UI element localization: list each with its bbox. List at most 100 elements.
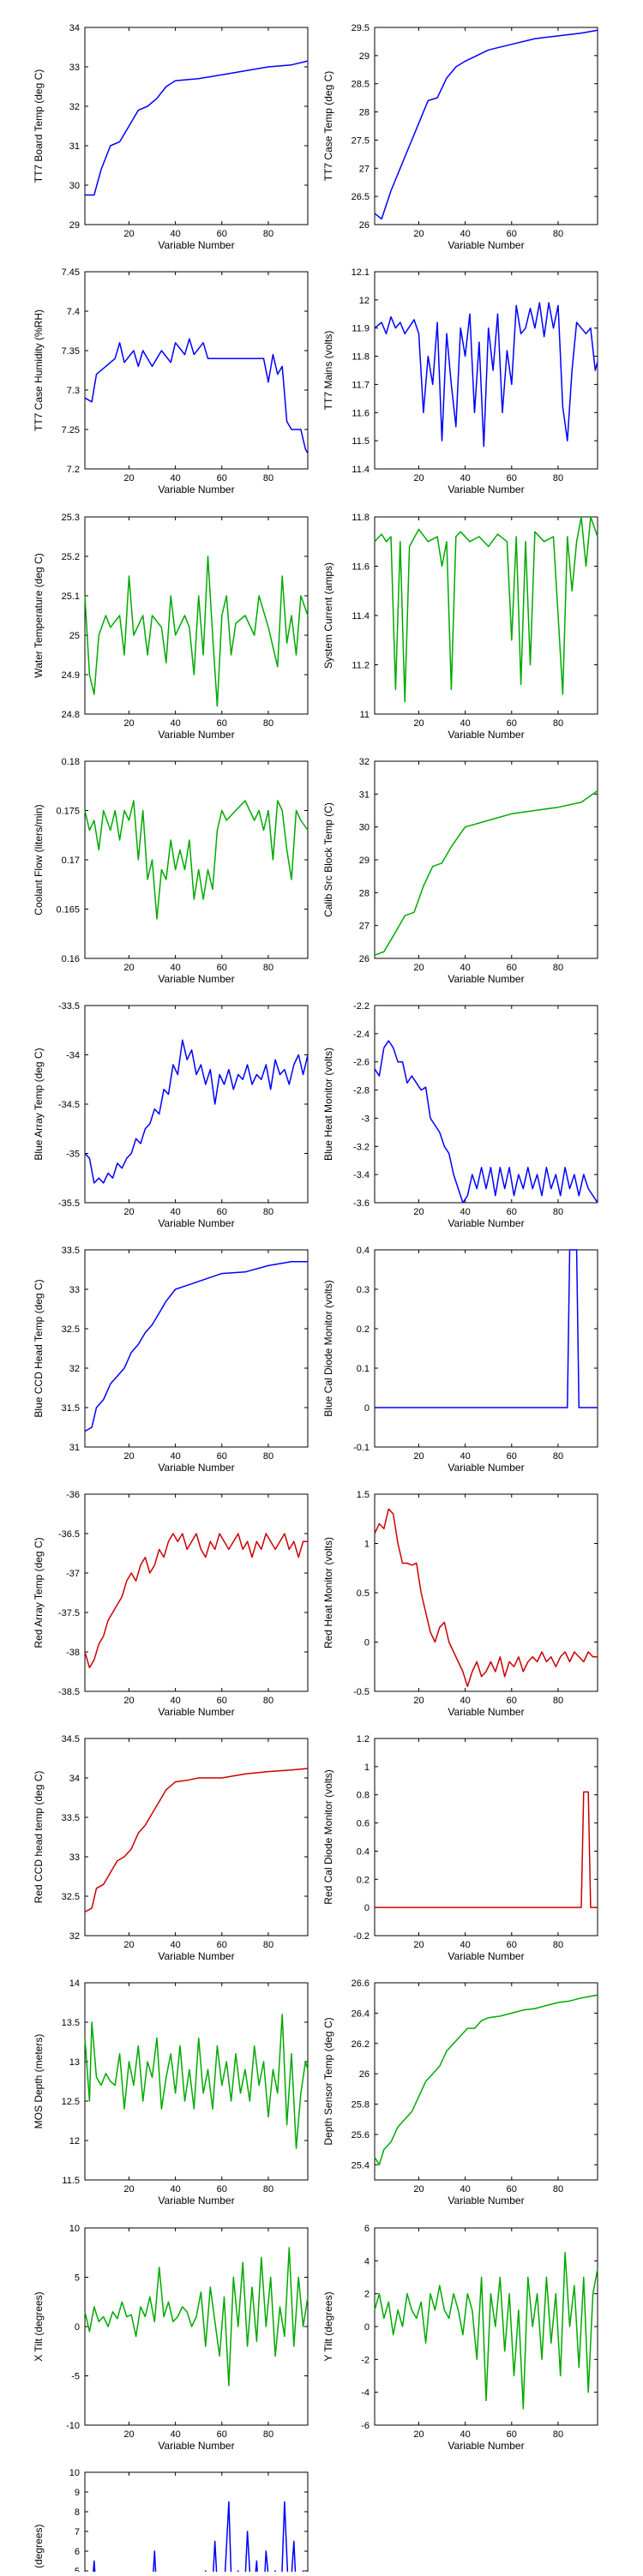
y-tick-label: 32.5	[62, 1892, 80, 1902]
x-tick-label: 40	[171, 473, 181, 483]
x-tick-label: 20	[123, 2429, 134, 2440]
y-tick-label: 26.5	[352, 192, 370, 202]
x-axis-label: Variable Number	[158, 239, 234, 251]
series-line	[84, 1768, 309, 1913]
x-tick-label: 80	[553, 229, 563, 239]
subplot-19: 20 40 60 80 -10 -5 0 5 10 Variable Number X Tilt (…	[33, 2224, 309, 2452]
y-axis-label: Red CCD head temp (deg C)	[33, 1771, 45, 1904]
plot-frame	[374, 271, 598, 470]
x-tick-label: 20	[123, 229, 134, 239]
y-tick-label: 5	[75, 2567, 80, 2572]
y-tick-label: -36.5	[58, 1529, 80, 1540]
y-tick-label: 0.2	[357, 1324, 370, 1335]
y-tick-label: -10	[66, 2421, 80, 2431]
y-tick-label: -0.5	[353, 1687, 370, 1697]
y-tick-label: 31	[69, 141, 80, 152]
x-tick-label: 60	[217, 1207, 227, 1217]
plot-frame	[84, 760, 309, 959]
x-tick-label: 40	[171, 1940, 181, 1950]
x-axis-label: Variable Number	[158, 1462, 234, 1474]
x-axis-label: Variable Number	[448, 1217, 524, 1229]
y-tick-label: -37	[66, 1569, 80, 1579]
x-tick-label: 20	[413, 2184, 424, 2195]
y-axis-label: Depth Sensor Temp (deg C)	[322, 2017, 334, 2145]
subplot-11: 20 40 60 80 31 31.5 32 32.5 33 33.5 Variable Numbe…	[33, 1246, 309, 1474]
y-tick-label: 0.4	[357, 1846, 370, 1857]
plot-frame	[84, 27, 309, 225]
x-tick-label: 60	[217, 963, 227, 973]
y-tick-label: 11.6	[352, 562, 370, 573]
y-tick-label: 26.2	[352, 2039, 370, 2050]
x-axis-label: Variable Number	[158, 729, 234, 741]
y-tick-label: 11	[360, 710, 370, 720]
y-tick-label: 12.1	[352, 267, 370, 278]
y-tick-label: 24.9	[62, 670, 80, 681]
y-tick-label: 2	[364, 2290, 370, 2300]
x-tick-label: 60	[507, 2184, 517, 2195]
y-tick-label: 24.8	[62, 710, 80, 720]
x-tick-label: 80	[553, 473, 563, 483]
subplot-18: 20 40 60 80 25.4 25.6 25.8 26 26.2 26.4 26.6 Variab…	[322, 1979, 598, 2207]
y-tick-label: 11.5	[62, 2176, 80, 2186]
x-tick-label: 20	[123, 1451, 134, 1462]
x-tick-label: 40	[171, 229, 181, 239]
y-tick-label: 27	[359, 164, 370, 174]
y-tick-label: 11.4	[352, 611, 370, 621]
x-tick-label: 40	[171, 2429, 181, 2440]
x-tick-label: 80	[263, 229, 273, 239]
y-tick-label: 0.16	[62, 954, 80, 964]
y-tick-label: -36	[66, 1490, 80, 1500]
y-tick-label: 1.5	[357, 1490, 370, 1500]
y-tick-label: 33	[69, 1285, 80, 1295]
y-axis-label: Red Cal Diode Monitor (volts)	[322, 1769, 334, 1904]
y-axis-label: TT7 Case Temp (deg C)	[322, 71, 334, 182]
x-tick-label: 40	[460, 1451, 471, 1462]
x-tick-label: 40	[171, 1696, 181, 1706]
subplot-12: 20 40 60 80 -0.1 0 0.1 0.2 0.3 0.4 Variable Number…	[322, 1246, 598, 1474]
x-tick-label: 60	[217, 473, 227, 483]
series-line	[375, 1249, 598, 1408]
y-tick-label: 26.4	[352, 2009, 370, 2019]
y-tick-label: 1	[364, 1762, 370, 1773]
x-tick-label: 40	[460, 2184, 471, 2195]
plot-frame	[84, 2471, 309, 2576]
y-tick-label: -37.5	[58, 1608, 80, 1618]
y-tick-label: 0.8	[357, 1791, 370, 1801]
y-tick-label: -34	[66, 1051, 80, 1061]
y-tick-label: 29.5	[352, 23, 370, 33]
series-line	[84, 2014, 309, 2149]
x-tick-label: 80	[553, 1696, 563, 1706]
x-axis-label: Variable Number	[448, 2440, 524, 2452]
y-tick-label: 0.165	[56, 905, 80, 916]
x-axis-label: Variable Number	[448, 1950, 524, 1962]
y-axis-label: TT7 Mains (volts)	[322, 331, 334, 411]
y-tick-label: 31.5	[62, 1403, 80, 1414]
y-tick-label: 5	[75, 2273, 80, 2284]
y-tick-label: -3.6	[353, 1198, 370, 1209]
y-tick-label: 25.1	[62, 591, 80, 602]
y-tick-label: 27.5	[352, 135, 370, 146]
x-tick-label: 80	[263, 1940, 273, 1950]
x-tick-label: 20	[413, 718, 424, 729]
y-tick-label: 29	[359, 51, 370, 62]
x-tick-label: 80	[263, 473, 273, 483]
subplot-13: 20 40 60 80 -38.5 -38 -37.5 -37 -36.5 -36 Variable…	[33, 1490, 309, 1718]
y-tick-label: 26	[359, 220, 370, 231]
plot-frame	[374, 27, 598, 225]
series-line	[374, 1508, 598, 1688]
y-tick-label: 12	[359, 296, 370, 306]
series-line	[375, 1791, 598, 1908]
y-tick-label: 29	[359, 856, 370, 866]
y-tick-label: 12	[69, 2136, 80, 2147]
x-tick-label: 20	[123, 1207, 134, 1217]
plot-frame	[84, 1493, 309, 1692]
y-tick-label: 0	[364, 1638, 370, 1648]
y-tick-label: 0	[364, 1403, 370, 1414]
y-tick-label: -38.5	[58, 1687, 80, 1697]
x-tick-label: 20	[413, 473, 424, 483]
y-tick-label: -2.6	[353, 1058, 370, 1068]
x-tick-label: 40	[460, 1940, 471, 1950]
x-tick-label: 80	[263, 1207, 273, 1217]
y-tick-label: 29	[69, 220, 80, 231]
y-tick-label: -3	[361, 1114, 370, 1124]
